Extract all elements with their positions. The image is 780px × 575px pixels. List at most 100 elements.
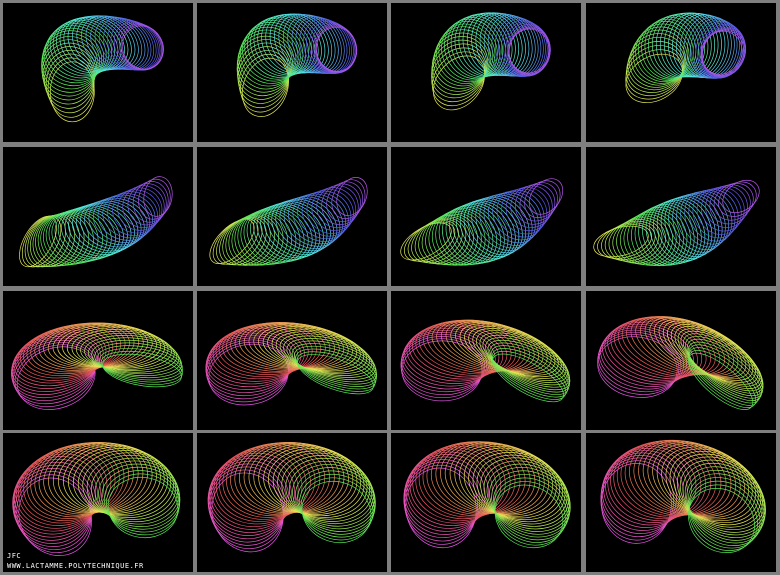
wire-ring (528, 178, 564, 215)
wire-ring (12, 464, 94, 544)
render-panel (3, 433, 193, 572)
wire-ring (300, 477, 374, 541)
wire-ring (487, 339, 571, 391)
wire-ring (505, 187, 550, 232)
wire-ring (282, 14, 336, 74)
wire-ring (406, 326, 500, 382)
wire-ring (605, 448, 692, 526)
wire-ring (54, 208, 116, 261)
wireframe (236, 13, 358, 117)
wire-ring (281, 455, 373, 522)
wire-ring (75, 201, 139, 252)
wire-ring (52, 19, 115, 75)
wire-ring (680, 330, 763, 392)
render-panel (197, 3, 387, 142)
wire-ring (701, 29, 746, 77)
wire-ring (492, 353, 564, 403)
wire-ring (450, 15, 507, 78)
panel-background (586, 147, 776, 286)
wire-ring (316, 27, 357, 72)
wire-ring (117, 187, 163, 231)
wire-ring (455, 321, 552, 374)
wire-ring (56, 18, 119, 74)
wire-ring (64, 205, 128, 257)
render-panel (391, 433, 581, 572)
wire-ring (17, 326, 114, 381)
wire-ring (494, 484, 564, 549)
wire-ring (428, 212, 482, 266)
wire-ring (425, 213, 478, 266)
wire-ring (11, 333, 102, 392)
wire-ring (97, 194, 153, 241)
wire-ring (696, 187, 742, 235)
panel-background (586, 433, 776, 572)
wire-ring (676, 456, 765, 531)
wire-ring (258, 445, 358, 514)
render-panel (391, 3, 581, 142)
render-panel (391, 291, 581, 430)
wire-ring (27, 215, 71, 268)
wire-ring (271, 329, 368, 373)
wire-ring (275, 198, 334, 252)
wire-ring (88, 197, 148, 246)
wireframe (12, 442, 181, 556)
wire-ring (684, 190, 733, 245)
wire-ring (240, 53, 289, 113)
wire-ring (431, 36, 489, 92)
wire-ring (107, 191, 158, 236)
wire-ring (243, 209, 301, 264)
render-panel (586, 433, 776, 572)
wire-ring (143, 176, 173, 217)
wire-ring (617, 318, 711, 377)
wireframe (597, 316, 764, 410)
wire-ring (138, 178, 171, 220)
wireframe (431, 12, 551, 111)
panel-background (391, 433, 581, 572)
wire-ring (248, 323, 349, 369)
wire-ring (401, 332, 490, 390)
wire-ring (630, 316, 725, 375)
wire-ring (692, 188, 739, 239)
wire-ring (286, 338, 376, 380)
render-panel (586, 291, 776, 430)
wire-ring (75, 330, 172, 370)
wire-ring (61, 206, 124, 259)
wire-ring (668, 195, 720, 255)
wire-ring (494, 481, 566, 546)
wire-ring (688, 352, 754, 410)
wire-ring (92, 196, 151, 243)
wire-ring (701, 30, 745, 76)
wire-ring (40, 212, 94, 266)
wireframe (593, 179, 760, 267)
wire-ring (638, 20, 694, 81)
wire-ring (483, 460, 571, 530)
wire-ring (219, 216, 267, 266)
wire-ring (501, 188, 548, 235)
wire-ring (435, 209, 490, 266)
wire-ring (336, 177, 368, 216)
render-panel (197, 291, 387, 430)
wire-ring (263, 446, 361, 515)
wire-ring (71, 328, 169, 369)
wire-ring (403, 456, 486, 535)
wire-ring (409, 447, 502, 524)
wire-ring (66, 327, 165, 369)
wire-ring (297, 354, 374, 395)
wire-ring (510, 185, 553, 228)
wire-ring (690, 18, 738, 79)
wire-ring (37, 213, 90, 266)
wire-ring (688, 190, 736, 242)
wire-ring (683, 15, 732, 79)
wire-ring (514, 183, 556, 225)
wire-ring (431, 43, 487, 99)
wire-ring (268, 448, 365, 517)
wire-ring (238, 442, 340, 514)
wireframe (400, 319, 571, 403)
wire-ring (700, 30, 743, 75)
wire-ring (80, 200, 142, 250)
wire-ring (208, 343, 289, 406)
wire-ring (486, 463, 571, 532)
wire-ring (207, 463, 288, 543)
wire-ring (313, 23, 357, 74)
wire-ring (718, 181, 757, 217)
